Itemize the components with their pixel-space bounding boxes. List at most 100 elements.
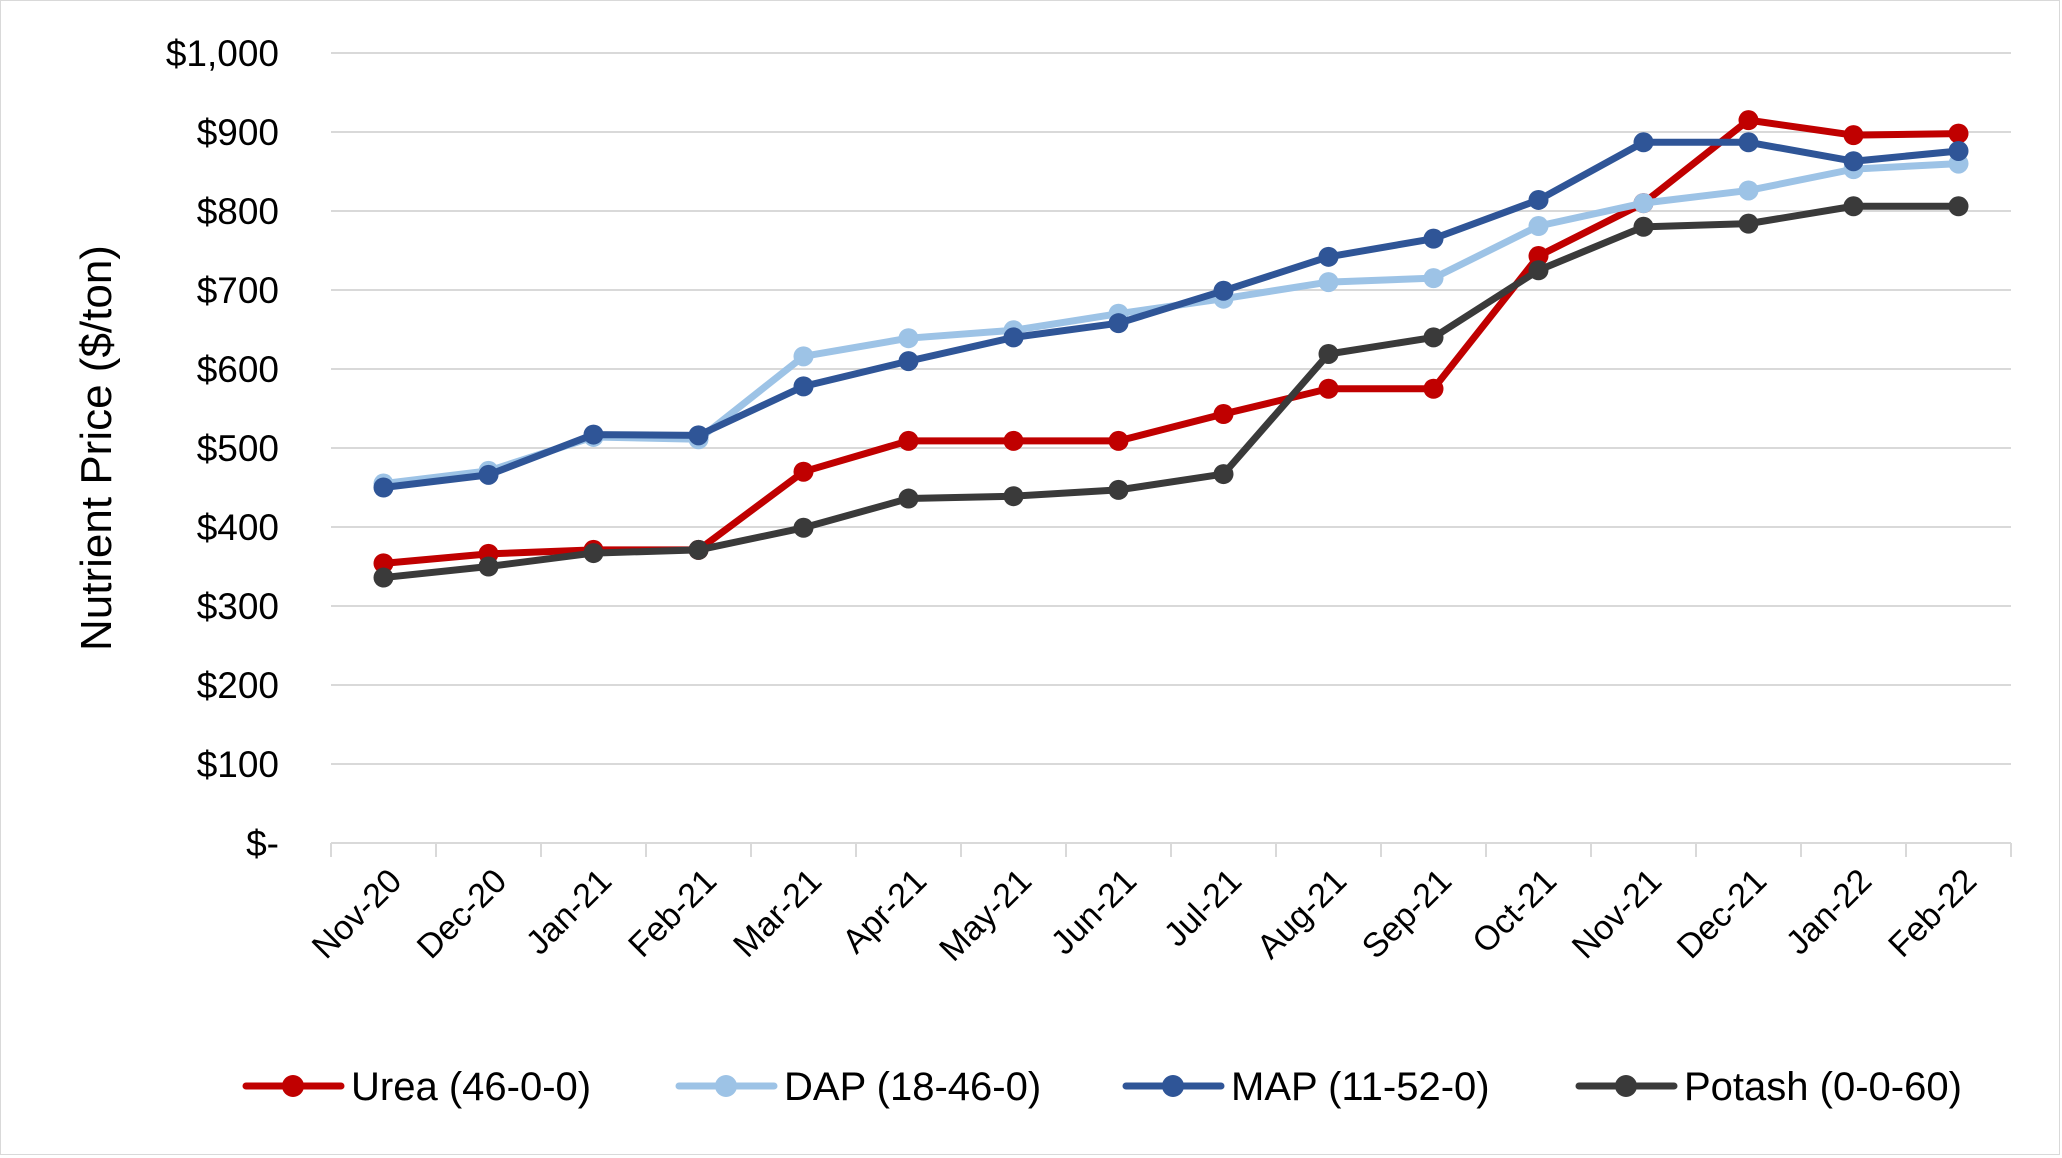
y-tick-label: $- <box>246 823 279 864</box>
data-point <box>478 556 499 577</box>
data-point <box>793 461 814 482</box>
data-series <box>373 110 1969 588</box>
data-point <box>1528 216 1549 237</box>
x-tick-label: Dec-20 <box>410 862 514 966</box>
data-point <box>1738 110 1759 131</box>
y-tick-label: $900 <box>197 112 279 153</box>
y-tick-label: $200 <box>197 665 279 706</box>
series-line <box>380 116 1962 567</box>
data-point <box>1213 404 1234 425</box>
x-tick-label: Apr-21 <box>835 862 934 961</box>
series-line <box>380 138 1962 491</box>
series-3 <box>373 132 1969 498</box>
data-point <box>1003 486 1024 507</box>
y-tick-label: $500 <box>197 428 279 469</box>
data-point <box>583 424 604 445</box>
legend-swatch-marker <box>715 1075 737 1097</box>
data-point <box>1423 268 1444 289</box>
y-tick-label: $1,000 <box>166 33 279 74</box>
data-point <box>898 430 919 451</box>
x-tick-label: Oct-21 <box>1465 862 1564 961</box>
x-tick-label: Dec-21 <box>1670 862 1774 966</box>
data-point <box>1528 260 1549 281</box>
data-point <box>898 328 919 349</box>
data-point <box>1948 196 1969 217</box>
data-point <box>1633 193 1654 214</box>
data-point <box>1738 180 1759 201</box>
y-tick-label: $300 <box>197 586 279 627</box>
y-tick-label: $400 <box>197 507 279 548</box>
legend-label: DAP (18-46-0) <box>784 1065 1041 1109</box>
data-point <box>1423 327 1444 348</box>
legend-item: Potash (0-0-60) <box>1575 1065 1962 1109</box>
legend-label: Potash (0-0-60) <box>1684 1065 1962 1109</box>
data-point <box>1738 132 1759 153</box>
data-point <box>1108 479 1129 500</box>
data-point <box>373 567 394 588</box>
data-point <box>898 488 919 509</box>
data-point <box>1633 216 1654 237</box>
data-point <box>1843 196 1864 217</box>
x-tick-label: Mar-21 <box>726 862 829 965</box>
data-point <box>1633 132 1654 153</box>
x-tick-label: Jul-21 <box>1157 862 1249 954</box>
x-tick-label: May-21 <box>932 862 1039 969</box>
data-point <box>1318 246 1339 267</box>
data-point <box>1843 151 1864 172</box>
series-line <box>380 202 1962 582</box>
series-4 <box>373 196 1969 588</box>
legend-label: MAP (11-52-0) <box>1231 1065 1490 1109</box>
data-point <box>1108 430 1129 451</box>
data-point <box>1528 189 1549 210</box>
data-point <box>1213 464 1234 485</box>
gridlines <box>331 52 2011 765</box>
legend-swatch-marker <box>1615 1075 1637 1097</box>
y-tick-label: $100 <box>197 744 279 785</box>
legend-swatch-marker <box>282 1075 304 1097</box>
x-tick-label: Sep-21 <box>1355 862 1459 966</box>
data-point <box>793 517 814 538</box>
data-point <box>1948 123 1969 144</box>
legend-swatch-marker <box>1162 1075 1184 1097</box>
data-point <box>1108 313 1129 334</box>
x-tick-label: Feb-21 <box>621 862 724 965</box>
data-point <box>1528 246 1549 267</box>
data-point <box>1423 378 1444 399</box>
data-point <box>1003 327 1024 348</box>
data-point <box>373 553 394 574</box>
data-point <box>1318 272 1339 293</box>
x-tick-label: Jan-21 <box>519 862 619 962</box>
data-point <box>898 351 919 372</box>
series-1 <box>373 110 1969 574</box>
data-point <box>1843 125 1864 146</box>
x-tick-label: Jun-21 <box>1044 862 1144 962</box>
legend-item: DAP (18-46-0) <box>675 1065 1041 1109</box>
legend-item: MAP (11-52-0) <box>1122 1065 1490 1109</box>
y-axis-title: Nutrient Price ($/ton) <box>72 245 121 651</box>
data-point <box>583 543 604 564</box>
data-point <box>1318 378 1339 399</box>
legend-item: Urea (46-0-0) <box>242 1065 591 1109</box>
x-tick-label: Jan-22 <box>1779 862 1879 962</box>
data-point <box>793 376 814 397</box>
data-point <box>688 425 709 446</box>
y-tick-label: $700 <box>197 270 279 311</box>
data-point <box>1738 213 1759 234</box>
data-point <box>793 346 814 367</box>
y-axis-ticks: $- $100 $200 $300 $400 $500 $600 $700 $800 $900 $1… <box>166 33 279 864</box>
y-tick-label: $600 <box>197 349 279 390</box>
data-point <box>373 477 394 498</box>
y-tick-label: $800 <box>197 191 279 232</box>
data-point <box>1423 228 1444 249</box>
x-axis-ticks: Nov-20 Dec-20 Jan-21 Feb-21 Mar-21 Apr-21May-… <box>305 862 1984 969</box>
data-point <box>688 539 709 560</box>
legend-label: Urea (46-0-0) <box>351 1065 591 1109</box>
data-point <box>1948 140 1969 161</box>
data-point <box>1003 430 1024 451</box>
x-tick-label: Aug-21 <box>1250 862 1354 966</box>
legend: Urea (46-0-0) DAP (18-46-0) MAP (11-52-0) P… <box>242 1065 1962 1109</box>
data-point <box>1318 343 1339 364</box>
x-axis <box>330 842 2012 857</box>
